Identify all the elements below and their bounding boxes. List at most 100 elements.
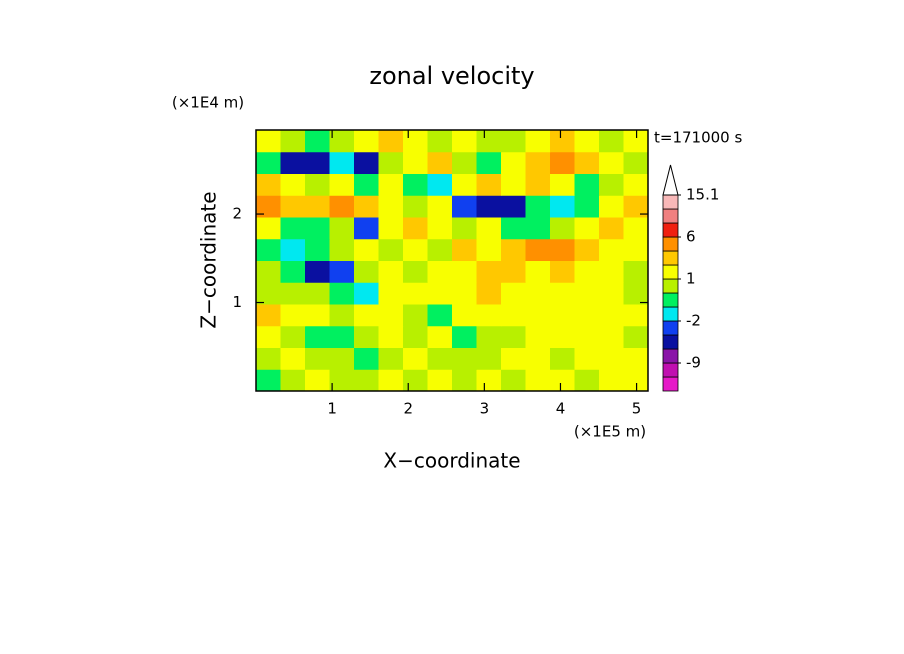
contour-cell xyxy=(476,260,502,283)
contour-cell xyxy=(329,369,355,392)
contour-cell xyxy=(280,325,306,348)
colorbar-extend xyxy=(662,164,679,196)
contour-cell xyxy=(403,195,428,218)
contour-cell xyxy=(354,195,379,218)
contour-cell xyxy=(599,347,624,370)
x-axis-label: X−coordinate xyxy=(383,449,520,473)
contour-cell xyxy=(623,195,649,218)
contour-cell xyxy=(452,173,477,196)
contour-cell xyxy=(329,195,355,218)
contour-cell xyxy=(256,217,281,240)
contour-cell xyxy=(623,151,649,174)
contour-cell xyxy=(378,347,404,370)
contour-cell xyxy=(378,282,404,305)
contour-cell xyxy=(329,260,355,283)
contour-cell xyxy=(574,325,600,348)
contour-cell xyxy=(501,369,526,392)
contour-cell xyxy=(623,369,649,392)
contour-cell xyxy=(427,238,453,261)
colorbar-segment xyxy=(662,306,679,322)
contour-cell xyxy=(354,304,379,327)
contour-cell xyxy=(305,217,330,240)
contour-cell xyxy=(550,369,575,392)
contour-cell xyxy=(599,304,624,327)
contour-cell xyxy=(403,173,428,196)
contour-cell xyxy=(599,369,624,392)
contour-cell xyxy=(427,304,453,327)
contour-cell xyxy=(525,260,551,283)
contour-cell xyxy=(378,173,404,196)
contour-cell xyxy=(476,217,502,240)
contour-cell xyxy=(378,217,404,240)
contour-cell xyxy=(623,304,649,327)
contour-cell xyxy=(403,347,428,370)
contour-cell xyxy=(476,282,502,305)
contour-cell xyxy=(476,151,502,174)
contour-cell xyxy=(427,173,453,196)
contour-cell xyxy=(574,173,600,196)
y-axis-label: Z−coordinate xyxy=(197,191,221,328)
contour-cell xyxy=(452,282,477,305)
contour-cell xyxy=(354,151,379,174)
contour-cell xyxy=(599,173,624,196)
contour-cell xyxy=(378,151,404,174)
contour-cell xyxy=(550,130,575,153)
contour-cell xyxy=(501,260,526,283)
colorbar-segment xyxy=(662,264,679,280)
contour-cell xyxy=(501,195,526,218)
contour-cell xyxy=(452,304,477,327)
contour-cell xyxy=(550,347,575,370)
contour-cell xyxy=(256,130,281,153)
contour-cell xyxy=(501,282,526,305)
contour-cell xyxy=(427,347,453,370)
y-tick-label: 2 xyxy=(232,205,242,223)
contour-cell xyxy=(427,151,453,174)
contour-cell xyxy=(305,151,330,174)
contour-cell xyxy=(574,304,600,327)
contour-cell xyxy=(280,130,306,153)
contour-cell xyxy=(599,238,624,261)
x-tick-label: 3 xyxy=(480,400,490,418)
contour-cell xyxy=(403,369,428,392)
contour-cell xyxy=(305,260,330,283)
colorbar-segment xyxy=(662,362,679,378)
contour-cell xyxy=(403,304,428,327)
contour-cell xyxy=(256,304,281,327)
contour-cell xyxy=(256,173,281,196)
contour-cell xyxy=(574,151,600,174)
contour-cell xyxy=(305,304,330,327)
contour-cell xyxy=(354,260,379,283)
colorbar-segment xyxy=(662,236,679,252)
contour-cell xyxy=(550,260,575,283)
contour-cell xyxy=(574,217,600,240)
colorbar-segment xyxy=(662,348,679,364)
contour-cell xyxy=(378,238,404,261)
contour-cell xyxy=(574,130,600,153)
contour-cell xyxy=(256,260,281,283)
contour-cell xyxy=(525,173,551,196)
contour-cell xyxy=(476,130,502,153)
colorbar-segment xyxy=(662,278,679,294)
contour-cell xyxy=(305,238,330,261)
colorbar-segment xyxy=(662,334,679,350)
contour-cell xyxy=(476,173,502,196)
contour-cell xyxy=(574,282,600,305)
contour-cell xyxy=(623,347,649,370)
contour-cell xyxy=(476,304,502,327)
chart-title: zonal velocity xyxy=(369,62,534,90)
contour-cell xyxy=(329,238,355,261)
contour-cell xyxy=(403,260,428,283)
contour-cell xyxy=(476,238,502,261)
contour-cell xyxy=(403,217,428,240)
colorbar-segment xyxy=(662,292,679,308)
contour-cell xyxy=(599,282,624,305)
colorbar-segment xyxy=(662,208,679,224)
x-tick-label: 2 xyxy=(403,400,413,418)
contour-cell xyxy=(623,173,649,196)
contour-cell xyxy=(574,238,600,261)
colorbar-segment xyxy=(662,320,679,336)
contour-cell xyxy=(354,217,379,240)
contour-cell xyxy=(427,195,453,218)
contour-cell xyxy=(305,195,330,218)
contour-cell xyxy=(378,130,404,153)
